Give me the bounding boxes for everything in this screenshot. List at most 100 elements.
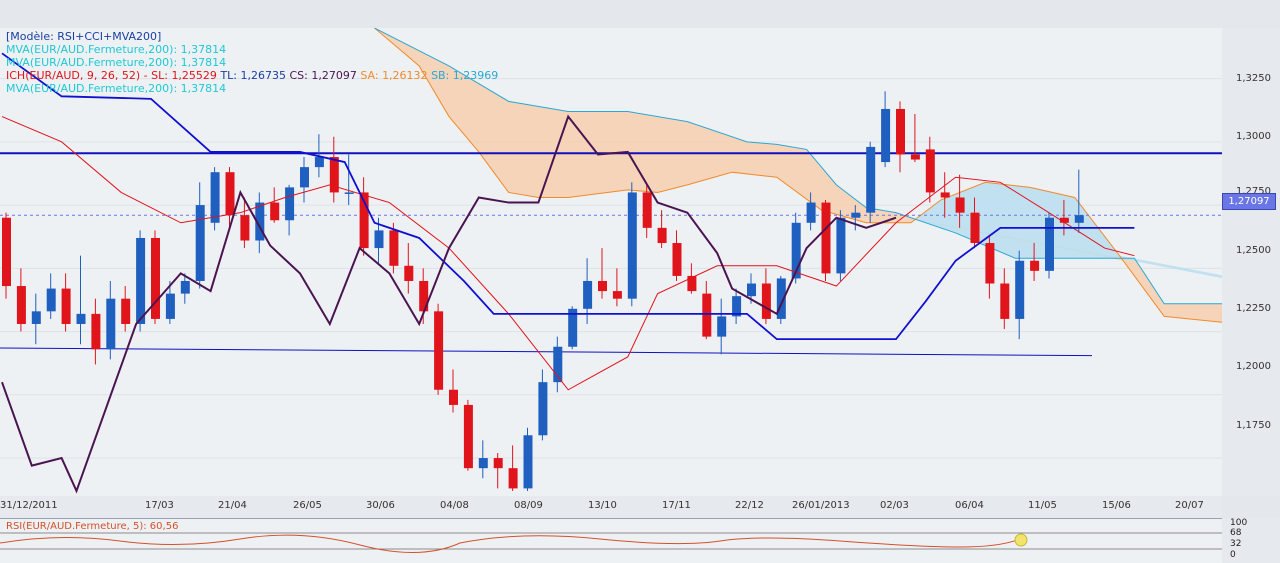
candle-up [806,202,816,223]
candle-up [791,222,801,279]
candle-down [419,280,429,312]
candle-down [1000,283,1010,319]
candle-up [136,237,146,324]
senkou-span-a-line [374,28,1222,323]
candle-down [359,192,369,249]
legend-tl: TL: 1,26735 [220,69,286,82]
candle-up [553,346,563,383]
price-tick: 1,3000 [1236,131,1271,142]
date-tick: 08/09 [514,500,543,511]
candle-up [255,202,265,241]
candle-down [598,280,607,292]
date-tick: 04/08 [440,500,469,511]
candle-down [1030,260,1040,271]
candle-up [717,316,727,337]
candle-down [821,202,831,274]
candle-down [761,283,771,319]
candle-down [61,288,71,324]
candle-up [285,187,295,221]
candle-up [374,230,384,249]
date-tick: 26/05 [293,500,322,511]
price-tick: 1,2750 [1236,186,1271,197]
candle-down [702,293,712,337]
price-tick: 1,2000 [1236,361,1271,372]
candle-down [925,149,935,193]
candle-up [866,146,876,213]
candle-up [180,280,190,294]
date-tick: 15/06 [1102,500,1131,511]
candle-up [210,172,220,223]
rsi-tick: 0 [1230,550,1236,560]
candle-up [344,192,354,194]
candle-down [493,458,503,469]
candle-up [1045,217,1054,271]
candle-down [240,215,250,241]
rsi-label: RSI(EUR/AUD.Fermeture, 5): 60,56 [6,521,179,532]
date-tick: 20/07 [1175,500,1204,511]
candle-up [76,313,86,324]
candle-down [151,237,160,319]
rsi-tick: 32 [1230,539,1242,549]
candle-up [106,298,116,350]
rsi-svg [0,532,1222,554]
date-axis[interactable] [0,496,1222,518]
candle-up [46,288,56,312]
kijun-sen-line [1,52,1135,341]
candle-down [404,265,414,281]
rsi-current-marker[interactable] [1014,533,1028,547]
rsi-line [0,534,1021,554]
current-price-badge: 1,27097 [1222,193,1276,210]
candle-down [225,172,235,216]
price-tick: 1,3250 [1236,73,1271,84]
candle-down [642,192,652,228]
ichimoku-cloud-bearish [374,28,1222,323]
price-tick: 1,2250 [1236,303,1271,314]
candle-down [389,230,399,266]
candle-up [568,308,578,347]
rsi-panel[interactable] [0,518,1222,563]
legend-model: [Modèle: RSI+CCI+MVA200] [6,30,162,43]
candle-up [523,435,533,489]
price-chart-area[interactable] [0,28,1223,496]
legend-mva-3: MVA(EUR/AUD.Fermeture,200): 1,37814 [6,82,227,95]
legend-sb: SB: 1,23969 [431,69,499,82]
candle-up [538,382,548,436]
price-axis[interactable] [1222,28,1280,496]
date-tick: 06/04 [955,500,984,511]
date-tick: 17/03 [145,500,174,511]
legend-ichimoku-name: ICH(EUR/AUD, 9, 26, 52) - [6,69,148,82]
candle-down [270,202,280,221]
chart-legend: [Modèle: RSI+CCI+MVA200] MVA(EUR/AUD.Fer… [6,30,498,95]
candle-down [940,192,950,198]
candle-up [776,278,786,319]
candle-down [985,243,995,284]
candle-down [329,157,339,193]
date-tick: 13/10 [588,500,617,511]
rsi-tick: 68 [1230,528,1242,538]
legend-sl: SL: 1,25529 [151,69,217,82]
candle-up [627,192,637,299]
date-tick: 30/06 [366,500,395,511]
candle-up [732,296,742,317]
date-tick: 22/12 [735,500,764,511]
date-tick: 26/01/2013 [792,500,850,511]
candle-down [970,212,980,244]
candle-down [687,275,697,292]
support-level-line [0,347,1093,357]
candle-down [896,108,905,155]
legend-mva-2: MVA(EUR/AUD.Fermeture,200): 1,37814 [6,56,227,69]
date-tick: 21/04 [218,500,247,511]
candle-down [672,243,682,276]
candle-down [121,298,131,324]
date-tick: 31/12/2011 [0,500,58,511]
ichimoku-cloud-bullish [918,182,1222,279]
legend-sa: SA: 1,26132 [360,69,428,82]
candle-up [478,458,488,469]
tenkan-sen-line [1,116,1135,391]
senkou-span-b-line [374,28,1222,305]
candle-up [1074,215,1084,223]
candle-down [91,313,101,350]
rsi-axis [1222,518,1280,562]
candle-down [1059,217,1069,223]
date-tick: 11/05 [1028,500,1057,511]
